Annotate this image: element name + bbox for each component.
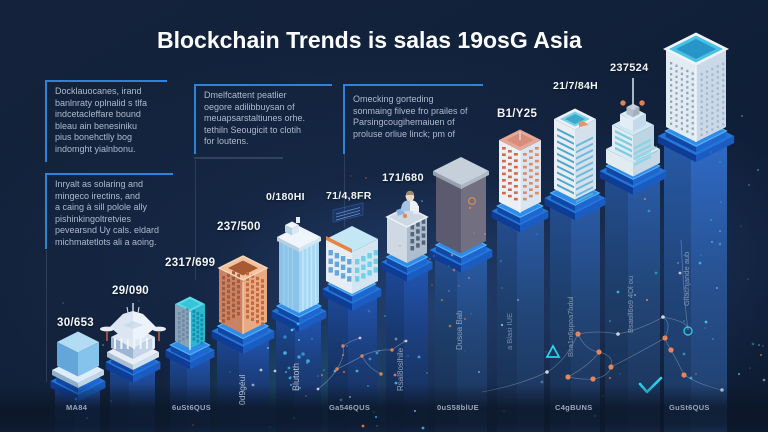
svg-text:0d9géul: 0d9géul — [237, 375, 247, 405]
svg-text:Gllachjande aub: Gllachjande aub — [682, 252, 691, 306]
svg-text:Bsaull6o9 4Ol ou: Bsaull6o9 4Ol ou — [626, 276, 635, 333]
svg-text:Rsal8oslhile: Rsal8oslhile — [396, 347, 405, 391]
svg-text:Bsa1n6ppoa7bdul: Bsa1n6ppoa7bdul — [566, 296, 575, 357]
svg-text:a Blasi IUE: a Blasi IUE — [505, 313, 514, 350]
svg-text:Dusoa Bab: Dusoa Bab — [455, 310, 464, 350]
svg-text:Blutoth: Blutoth — [291, 363, 301, 391]
